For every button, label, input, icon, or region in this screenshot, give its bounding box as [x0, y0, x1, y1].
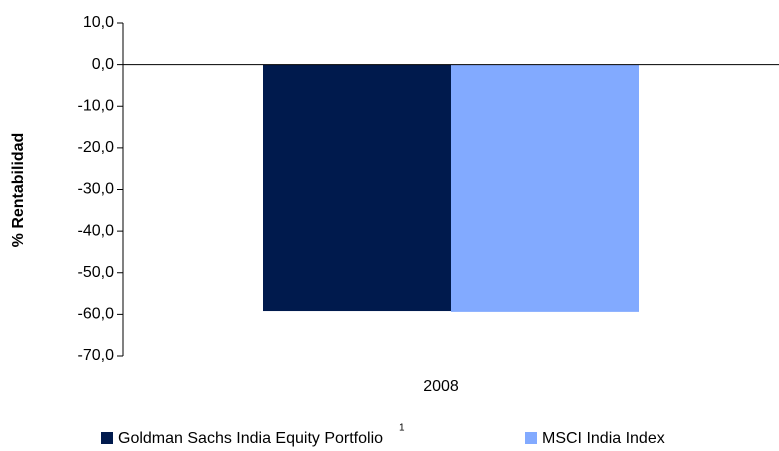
y-tick-label: 0,0	[92, 56, 114, 73]
y-tick-label: -60,0	[78, 306, 115, 323]
legend-label: MSCI India Index	[542, 430, 665, 447]
legend-swatch	[525, 432, 537, 444]
y-tick-label: -40,0	[78, 222, 115, 239]
y-tick-label: 10,0	[83, 14, 114, 31]
legend-footnote: 1	[399, 423, 405, 434]
bar	[263, 64, 451, 312]
y-tick-label: -70,0	[78, 347, 115, 364]
x-tick-label: 2008	[423, 378, 459, 395]
y-tick-label: -10,0	[78, 97, 115, 114]
y-tick-label: -50,0	[78, 264, 115, 281]
legend-swatch	[101, 432, 113, 444]
y-axis-title: % Rentabilidad	[10, 133, 27, 248]
legend-label: Goldman Sachs India Equity Portfolio	[118, 430, 383, 447]
y-tick-label: -20,0	[78, 139, 115, 156]
bar	[451, 64, 639, 312]
y-tick-label: -30,0	[78, 181, 115, 198]
